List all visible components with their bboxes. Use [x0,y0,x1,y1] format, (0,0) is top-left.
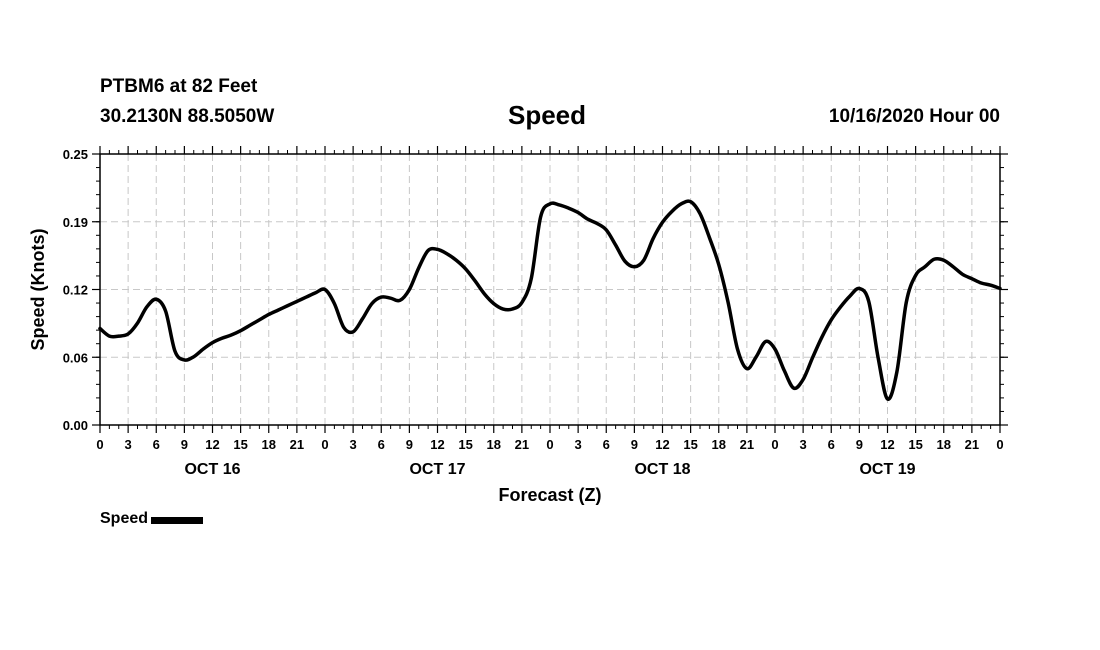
x-tick-label: 9 [406,437,413,452]
y-tick-label: 0.19 [63,215,88,230]
legend: Speed [100,510,204,528]
x-tick-label: 6 [378,437,385,452]
x-tick-label: 18 [487,437,501,452]
x-tick-label: 21 [740,437,754,452]
chart-title: Speed [508,100,587,130]
day-label: OCT 16 [184,461,240,478]
legend-label: Speed [100,510,149,527]
day-label: OCT 19 [859,461,915,478]
x-tick-label: 12 [205,437,219,452]
x-tick-label: 6 [828,437,835,452]
speed-series-line [98,199,1002,401]
x-tick-label: 3 [125,437,132,452]
x-tick-label: 21 [290,437,304,452]
x-tick-label: 6 [153,437,160,452]
x-tick-label: 0 [771,437,778,452]
legend-swatch [151,517,204,524]
x-tick-label: 18 [262,437,276,452]
x-tick-label: 21 [515,437,529,452]
x-tick-label: 12 [430,437,444,452]
x-tick-label: 18 [937,437,951,452]
x-tick-label: 6 [603,437,610,452]
x-tick-label: 15 [683,437,697,452]
x-tick-label: 21 [965,437,979,452]
x-tick-label: 0 [321,437,328,452]
station-name: PTBM6 at 82 Feet [100,76,258,97]
y-axis-title: Speed (Knots) [28,228,48,350]
x-tick-labels: 0 3 6 9 12 15 18 21 0 3 6 9 12 15 18 21 0 3 6 9 12 15 18 21 0 3 6 9… [96,437,1003,452]
x-tick-label: 15 [233,437,247,452]
x-tick-label: 9 [181,437,188,452]
x-tick-label: 12 [655,437,669,452]
x-tick-label: 3 [350,437,357,452]
x-tick-label: 0 [546,437,553,452]
day-label: OCT 17 [409,461,465,478]
y-tick-label: 0.00 [63,418,88,433]
x-tick-label: 3 [800,437,807,452]
x-tick-label: 15 [908,437,922,452]
y-tick-label: 0.12 [63,283,88,298]
x-tick-label: 12 [880,437,894,452]
x-tick-label: 18 [712,437,726,452]
x-tick-label: 15 [458,437,472,452]
forecast-run-time: 10/16/2020 Hour 00 [828,106,1000,127]
x-tick-label: 9 [631,437,638,452]
x-tick-label: 0 [96,437,103,452]
x-axis-title: Forecast (Z) [498,485,601,505]
y-tick-labels: 0.00 0.06 0.12 0.19 0.25 [63,147,88,433]
x-tick-label: 0 [996,437,1003,452]
day-label: OCT 18 [634,461,690,478]
day-labels: OCT 16 OCT 17 OCT 18 OCT 19 [184,461,915,478]
station-coordinates: 30.2130N 88.5050W [100,106,275,127]
x-tick-label: 9 [856,437,863,452]
y-tick-label: 0.06 [63,350,88,365]
x-tick-label: 3 [575,437,582,452]
y-tick-label: 0.25 [63,147,88,162]
